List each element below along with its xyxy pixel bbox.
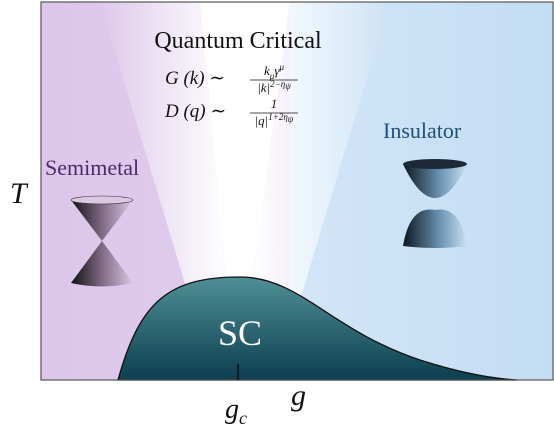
- critical-label: gc: [225, 394, 247, 428]
- formula-token: ψ: [285, 81, 291, 91]
- formula-part: 1: [271, 96, 278, 111]
- critical-subscript: c: [239, 408, 247, 428]
- phase-label: Insulator: [383, 118, 462, 143]
- formula-token: 1: [271, 96, 278, 111]
- formula-token: 1+2η: [268, 112, 288, 122]
- formula-token: |q|: [255, 113, 269, 128]
- formula-token: μ: [278, 62, 284, 72]
- phase-label: SC: [218, 313, 262, 353]
- formula-lhs: G (k) ∼: [165, 68, 225, 89]
- y-axis-label: T: [10, 177, 29, 210]
- band-rim: [403, 159, 467, 169]
- phase-diagram: Quantum Critical Semimetal Insulator SC …: [0, 0, 554, 434]
- critical-symbol: g: [225, 394, 239, 425]
- formula-token: ψ: [288, 114, 294, 124]
- cone-rim: [71, 196, 133, 204]
- region-title: Quantum Critical: [154, 28, 322, 54]
- phase-label: Semimetal: [45, 155, 139, 180]
- formula-token: |k|: [257, 80, 270, 95]
- formula-lhs: D (q) ∼: [164, 101, 226, 122]
- formula-token: 2−η: [270, 79, 286, 89]
- x-axis-label: g: [291, 379, 306, 412]
